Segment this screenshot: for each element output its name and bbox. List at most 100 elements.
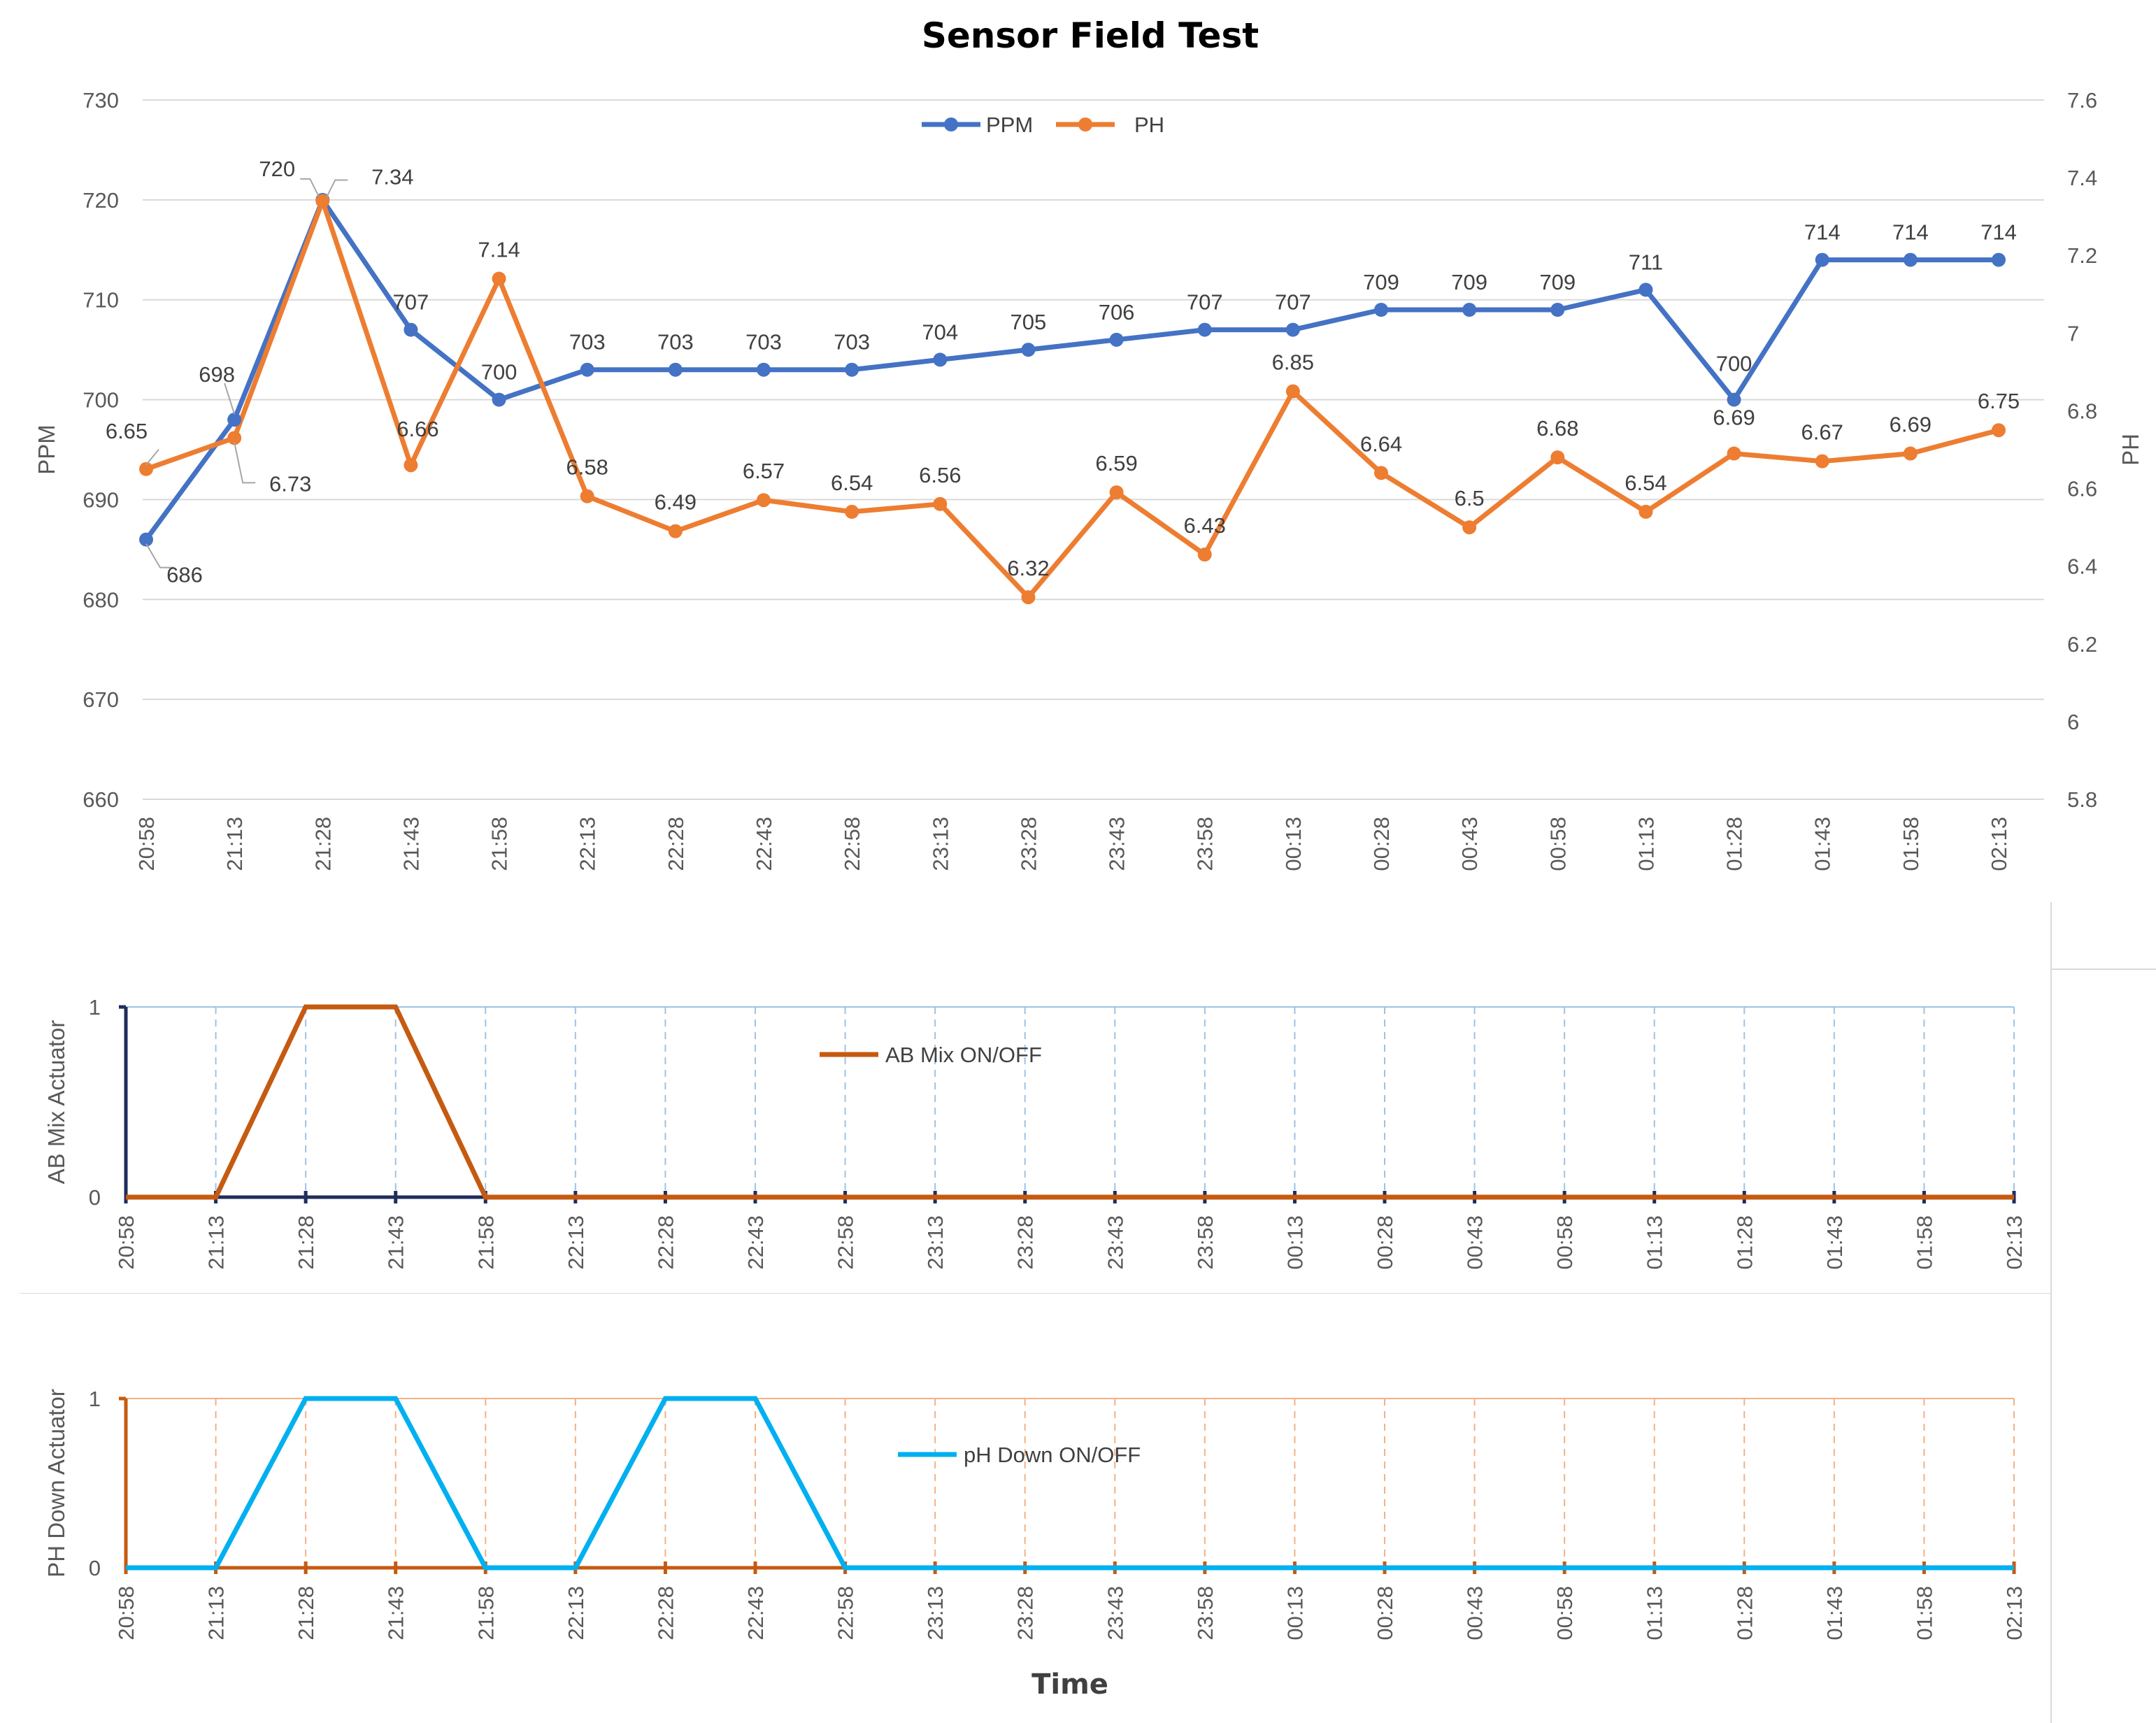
x-tick-label: 21:58 (473, 1586, 498, 1640)
x-tick-label: 01:58 (1912, 1215, 1936, 1270)
x-tick-label: 21:28 (294, 1215, 318, 1270)
legend-label-ph: PH (1134, 113, 1164, 137)
data-point-ph (404, 458, 418, 473)
x-tick-label: 01:58 (1899, 817, 1923, 871)
data-label-ppm: 711 (1629, 250, 1663, 274)
x-tick-label: 21:28 (310, 817, 335, 871)
y2-tick-label: 7.4 (2067, 166, 2097, 190)
data-label-ppm: 709 (1451, 270, 1487, 294)
data-label-ph: 6.56 (919, 463, 961, 487)
series-line-ppm (144, 197, 1999, 541)
data-point-ph (1374, 466, 1388, 480)
data-label-ph: 6.66 (397, 417, 438, 441)
y-tick-label: 700 (83, 388, 119, 413)
data-point-ppm (1992, 252, 2006, 267)
data-point-ppm (1374, 303, 1388, 317)
data-label-ppm: 704 (922, 320, 958, 344)
x-tick-label: 23:28 (1013, 1586, 1038, 1640)
x-tick-label: 00:28 (1369, 817, 1394, 871)
data-point-ph (1285, 384, 1300, 399)
data-label-ppm: 709 (1539, 270, 1576, 294)
data-point-ppm (580, 362, 594, 377)
data-point-ph (580, 489, 594, 503)
data-label-ppm: 707 (1187, 290, 1223, 315)
x-tick-label: 22:58 (834, 1586, 858, 1640)
x-tick-label: 02:13 (2002, 1215, 2027, 1270)
data-point-ph (315, 194, 330, 208)
x-tick-label: 22:28 (653, 1586, 678, 1640)
data-point-ppm (1903, 252, 1918, 267)
data-label-ppm: 707 (393, 290, 429, 315)
data-point-ppm (139, 532, 153, 547)
data-label-ppm: 700 (481, 360, 517, 385)
data-point-ppm (492, 392, 506, 407)
x-tick-label: 23:58 (1193, 1215, 1218, 1270)
x-tick-label: 21:28 (294, 1586, 318, 1640)
data-label-ph: 6.69 (1890, 413, 1932, 437)
y-tick-label: 1 (89, 1387, 101, 1411)
data-point-ph (1727, 446, 1741, 461)
data-label-ppm: 720 (259, 157, 295, 181)
data-label-ppm: 703 (569, 330, 606, 355)
x-tick-label: 01:43 (1811, 817, 1835, 871)
y-tick-label: 670 (83, 687, 119, 712)
series-line-ph (145, 198, 1999, 600)
y-axis-title: PH Down Actuator (43, 1389, 69, 1578)
data-point-ppm (757, 362, 771, 377)
x-tick-label: 01:13 (1643, 1215, 1667, 1270)
x-tick-label: 23:43 (1103, 1215, 1127, 1270)
y2-tick-label: 7.6 (2067, 88, 2097, 113)
x-tick-label: 21:43 (384, 1215, 408, 1270)
data-point-ph (1815, 454, 1829, 469)
sensor-field-test-chart: Sensor Field Test 660 670 680 690 700 710 720 73… (34, 15, 2143, 871)
data-label-ppm: 703 (657, 330, 694, 355)
data-point-ph (1021, 590, 1036, 605)
x-tick-label: 20:58 (114, 1215, 138, 1270)
data-label-ph: 6.69 (1713, 406, 1755, 430)
x-tick-label: 21:43 (384, 1586, 408, 1640)
x-tick-label: 01:13 (1634, 817, 1658, 871)
data-point-ppm (845, 362, 859, 377)
data-label-ph: 6.54 (1625, 471, 1666, 495)
x-tick-label: 20:58 (134, 817, 159, 871)
data-point-ph (227, 431, 242, 445)
series-line-ab-mix-on-off (126, 1004, 2014, 1200)
data-label-ppm: 714 (1980, 220, 2017, 245)
x-tick-label: 23:58 (1193, 1586, 1218, 1640)
legend-label-ph-down-on-off: pH Down ON/OFF (964, 1443, 1141, 1467)
x-tick-label: 00:58 (1552, 1586, 1577, 1640)
x-tick-label: 22:43 (752, 817, 776, 871)
x-tick-label: 23:28 (1016, 817, 1041, 871)
data-label-ph: 6.57 (743, 459, 785, 483)
leader-line (234, 442, 256, 484)
data-point-ppm (933, 352, 948, 367)
data-label-ph: 6.73 (269, 471, 311, 496)
data-point-ph (1462, 520, 1477, 535)
leader-line (326, 179, 348, 197)
data-label-ph: 6.59 (1095, 451, 1137, 476)
y-tick-label: 730 (83, 88, 119, 113)
y2-tick-label: 7.2 (2067, 243, 2097, 268)
data-label-ppm: 703 (745, 330, 782, 355)
x-tick-label: 21:13 (204, 1586, 229, 1640)
data-point-ph (1109, 485, 1124, 500)
x-tick-label: 22:28 (653, 1215, 678, 1270)
data-point-ph (1903, 446, 1918, 461)
data-point-ppm (1727, 392, 1741, 407)
data-label-ph: 7.14 (478, 238, 520, 262)
legend-label-ab-mix-on-off: AB Mix ON/OFF (885, 1043, 1042, 1067)
y2-tick-label: 6.6 (2067, 477, 2097, 501)
data-label-ph: 6.67 (1801, 420, 1843, 445)
legend-marker-ppm (944, 117, 958, 131)
data-label-ppm: 707 (1275, 290, 1311, 315)
y-tick-label: 720 (83, 188, 119, 213)
data-label-ppm: 686 (166, 563, 203, 587)
data-point-ppm (1021, 343, 1036, 357)
data-label-ph: 6.85 (1272, 350, 1314, 375)
y2-tick-label: 6.2 (2067, 632, 2097, 657)
x-tick-label: 01:28 (1722, 817, 1747, 871)
data-label-ppm: 714 (1892, 220, 1929, 245)
leader-line (300, 178, 320, 196)
ph-down-actuator-chart: 0 1 PH Down Actuator 20:58 21:13 21:28 21:43 21… (43, 1294, 2052, 1723)
